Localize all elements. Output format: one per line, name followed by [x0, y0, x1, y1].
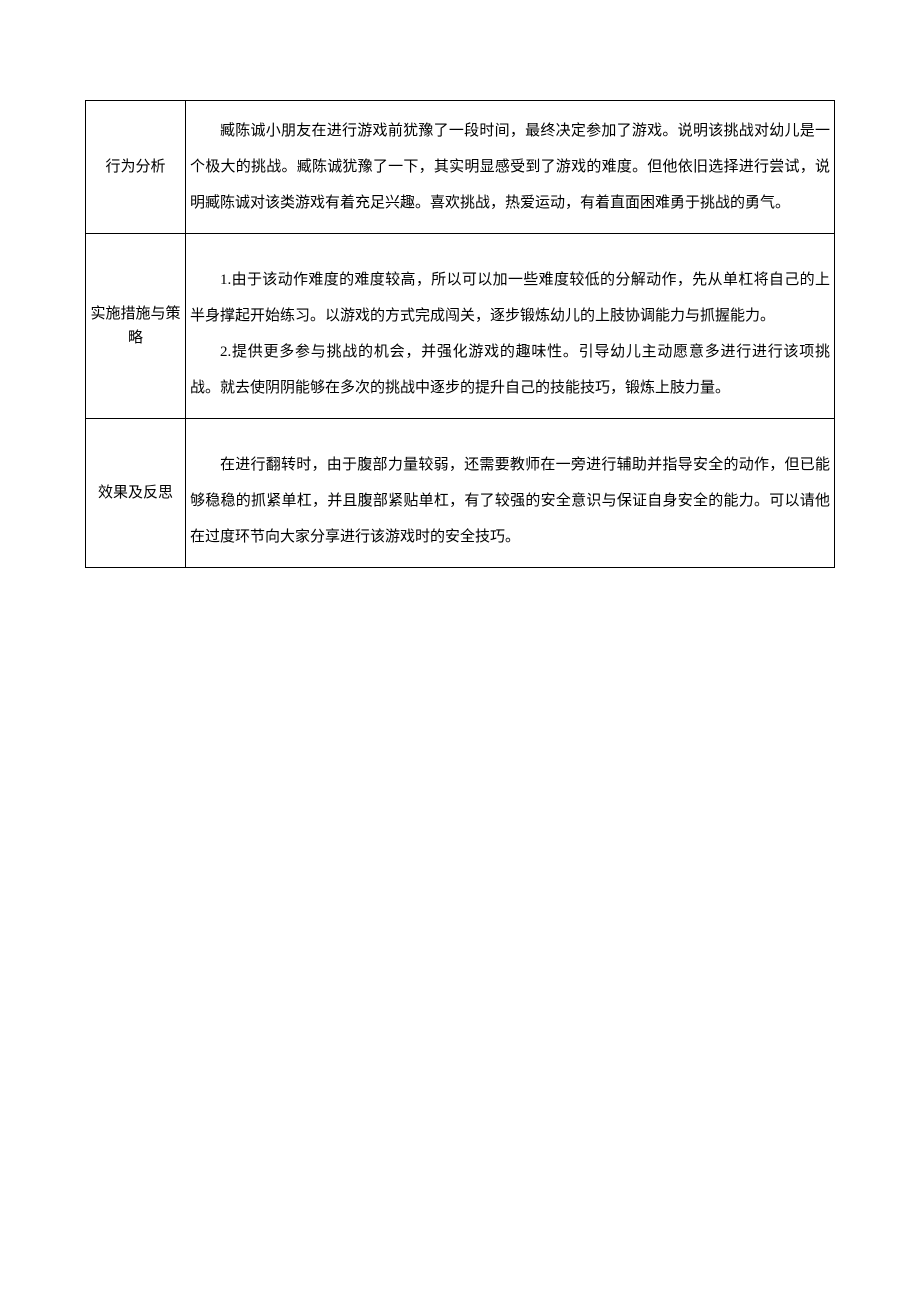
paragraph: 臧陈诚小朋友在进行游戏前犹豫了一段时间，最终决定参加了游戏。说明该挑战对幼儿是一… [190, 113, 830, 221]
row-label-cell: 实施措施与策略 [86, 234, 186, 419]
row-content-cell: 在进行翻转时，由于腹部力量较弱，还需要教师在一旁进行辅助并指导安全的动作，但已能… [186, 419, 835, 568]
observation-table: 行为分析 臧陈诚小朋友在进行游戏前犹豫了一段时间，最终决定参加了游戏。说明该挑战… [85, 100, 835, 568]
table-row: 行为分析 臧陈诚小朋友在进行游戏前犹豫了一段时间，最终决定参加了游戏。说明该挑战… [86, 101, 835, 234]
row-label: 行为分析 [105, 159, 165, 175]
row-content-cell: 臧陈诚小朋友在进行游戏前犹豫了一段时间，最终决定参加了游戏。说明该挑战对幼儿是一… [186, 101, 835, 234]
row-label-cell: 效果及反思 [86, 419, 186, 568]
table-row: 效果及反思 在进行翻转时，由于腹部力量较弱，还需要教师在一旁进行辅助并指导安全的… [86, 419, 835, 568]
paragraph: 2.提供更多参与挑战的机会，并强化游戏的趣味性。引导幼儿主动愿意多进行进行该项挑… [190, 334, 830, 406]
row-label-cell: 行为分析 [86, 101, 186, 234]
paragraph: 1.由于该动作难度的难度较高，所以可以加一些难度较低的分解动作，先从单杠将自己的… [190, 262, 830, 334]
row-label: 效果及反思 [98, 485, 173, 501]
table-row: 实施措施与策略 1.由于该动作难度的难度较高，所以可以加一些难度较低的分解动作，… [86, 234, 835, 419]
row-label: 实施措施与策略 [90, 306, 180, 346]
paragraph: 在进行翻转时，由于腹部力量较弱，还需要教师在一旁进行辅助并指导安全的动作，但已能… [190, 447, 830, 555]
row-content-cell: 1.由于该动作难度的难度较高，所以可以加一些难度较低的分解动作，先从单杠将自己的… [186, 234, 835, 419]
